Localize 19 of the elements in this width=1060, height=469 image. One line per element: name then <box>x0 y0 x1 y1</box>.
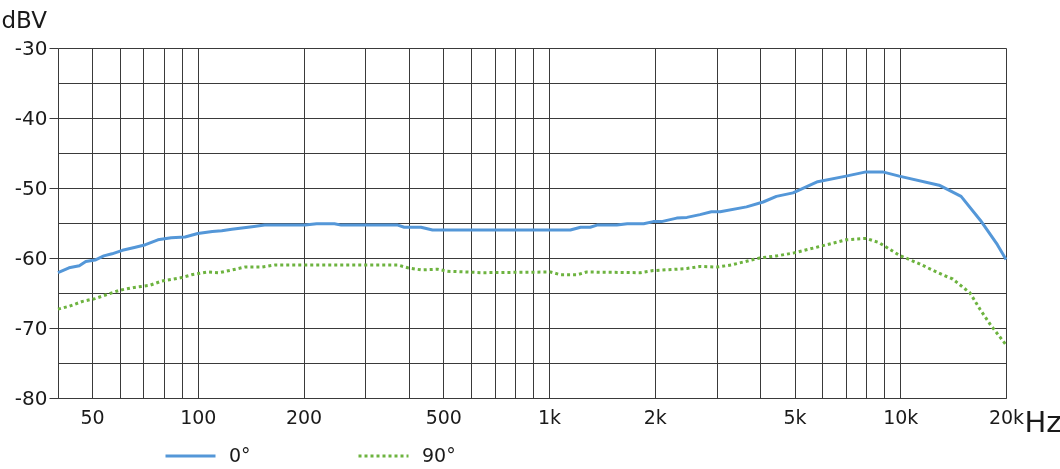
legend-label: 0° <box>229 444 251 466</box>
x-tick-label: 200 <box>285 405 323 428</box>
y-axis-title: dBV <box>1 6 48 33</box>
x-axis-title: Hz <box>1024 404 1060 439</box>
y-tick-label: -80 <box>14 385 48 410</box>
x-tick-label: 500 <box>425 405 462 428</box>
x-tick-label: 20k <box>988 405 1025 428</box>
x-tick-label: 10k <box>883 405 919 428</box>
x-tick-label: 2k <box>643 405 667 428</box>
y-tick-label: -30 <box>14 35 48 60</box>
y-tick-label: -70 <box>14 315 48 340</box>
x-tick-label: 5k <box>783 405 807 428</box>
x-tick-label: 100 <box>180 405 217 428</box>
x-tick-label: 1k <box>537 405 562 428</box>
y-tick-label: -40 <box>14 105 48 130</box>
y-tick-label: -60 <box>14 245 48 270</box>
legend-label: 90° <box>422 444 456 466</box>
y-tick-label: -50 <box>14 175 48 200</box>
x-tick-label: 50 <box>80 405 105 428</box>
